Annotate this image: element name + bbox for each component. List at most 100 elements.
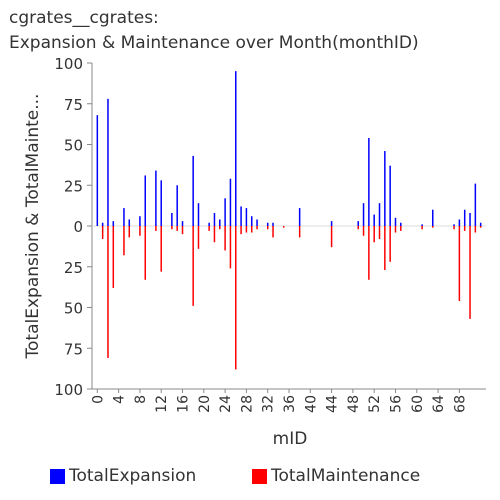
bar-expansion [208,222,210,226]
x-tick-label: 40 [303,395,319,413]
x-tick-label: 52 [367,395,383,413]
x-tick-label: 8 [133,395,149,404]
bar-maintenance [224,226,226,251]
y-tick-label: 25 [64,177,83,195]
x-tick-label: 28 [239,395,255,413]
bar-maintenance [144,226,146,280]
bar-maintenance [373,226,375,243]
bar-maintenance [171,226,173,230]
bars [96,71,482,370]
bar-expansion [144,175,146,226]
bar-maintenance [192,226,194,306]
bar-expansion [469,212,471,226]
bar-maintenance [298,226,301,238]
bar-maintenance [282,226,285,228]
bar-expansion [107,98,109,226]
legend-swatch-maintenance [252,468,267,484]
bar-expansion [171,212,173,226]
bar-expansion [123,208,125,226]
bar-expansion [389,165,391,226]
bar-maintenance [458,226,461,301]
bar-maintenance [469,226,471,319]
bar-maintenance [250,226,253,233]
bar-maintenance [101,226,104,240]
bar-expansion [384,151,386,226]
x-tick-label: 56 [388,395,404,413]
x-tick-label: 4 [112,395,128,404]
chart-title-line-2: Expansion & Maintenance over Month(month… [9,33,419,53]
bar-maintenance [384,226,386,271]
bar-expansion [155,170,157,226]
bar-maintenance [272,226,274,238]
bar-expansion [176,185,178,226]
bar-maintenance [378,226,381,240]
bar-maintenance [229,226,232,269]
x-tick-label: 44 [325,395,341,413]
bar-maintenance [256,226,258,230]
bar-expansion [197,203,200,226]
x-tick-label: 60 [410,395,426,413]
bar-expansion [362,203,365,226]
bar-maintenance [240,226,242,235]
chart-title-line-1: cgrates__cgrates: [9,8,159,28]
x-tick-label: 68 [452,395,468,413]
bar-expansion [368,137,370,226]
bar-maintenance [463,226,466,231]
bar-maintenance [432,226,434,228]
x-tick-label: 20 [197,395,213,413]
bar-expansion [213,212,216,226]
bar-maintenance [266,226,269,230]
bar-expansion [458,219,461,226]
bar-expansion [139,216,141,226]
x-tick-label: 0 [90,395,106,404]
bar-expansion [394,217,397,226]
bar-maintenance [400,226,402,231]
legend-item-expansion[interactable]: TotalExpansion [50,466,196,486]
bar-expansion [160,180,162,226]
y-tick-label: 100 [54,381,83,399]
bar-expansion [474,183,477,226]
y-tick-label: 75 [64,96,83,114]
bar-expansion [330,221,333,226]
y-axis-label: TotalExpansion & TotalMainte... [23,94,43,360]
bar-maintenance [362,226,365,236]
bar-maintenance [219,226,221,230]
bar-expansion [378,203,381,226]
y-tick-label: 50 [64,300,83,318]
bar-expansion [192,155,194,226]
bar-expansion [421,224,423,226]
bar-expansion [400,222,402,226]
bar-expansion [235,71,237,227]
bar-maintenance [368,226,370,280]
bar-maintenance [181,226,184,235]
bar-expansion [463,209,466,226]
bar-maintenance [176,226,178,231]
legend-label-maintenance: TotalMaintenance [271,466,421,486]
bar-expansion [245,208,248,226]
bar-expansion [479,222,482,226]
bar-expansion [250,216,253,226]
bar-expansion [229,178,232,226]
y-tick-label: 0 [73,218,83,236]
bar-maintenance [112,226,115,288]
bar-maintenance [213,226,216,243]
bar-maintenance [330,226,333,248]
x-tick-label: 12 [154,395,170,413]
bar-expansion [256,219,258,226]
y-tick-label: 100 [54,55,83,73]
legend-item-maintenance[interactable]: TotalMaintenance [252,466,420,486]
bar-maintenance [394,226,397,233]
bar-maintenance [453,226,455,230]
x-tick-label: 24 [218,395,234,413]
bar-maintenance [160,226,162,272]
bar-maintenance [357,226,359,230]
bar-expansion [112,221,115,226]
bar-maintenance [245,226,248,233]
bar-expansion [357,221,359,226]
bar-maintenance [479,226,482,228]
bar-maintenance [123,226,125,256]
bar-expansion [240,206,242,226]
x-axis-label: mID [273,429,308,449]
